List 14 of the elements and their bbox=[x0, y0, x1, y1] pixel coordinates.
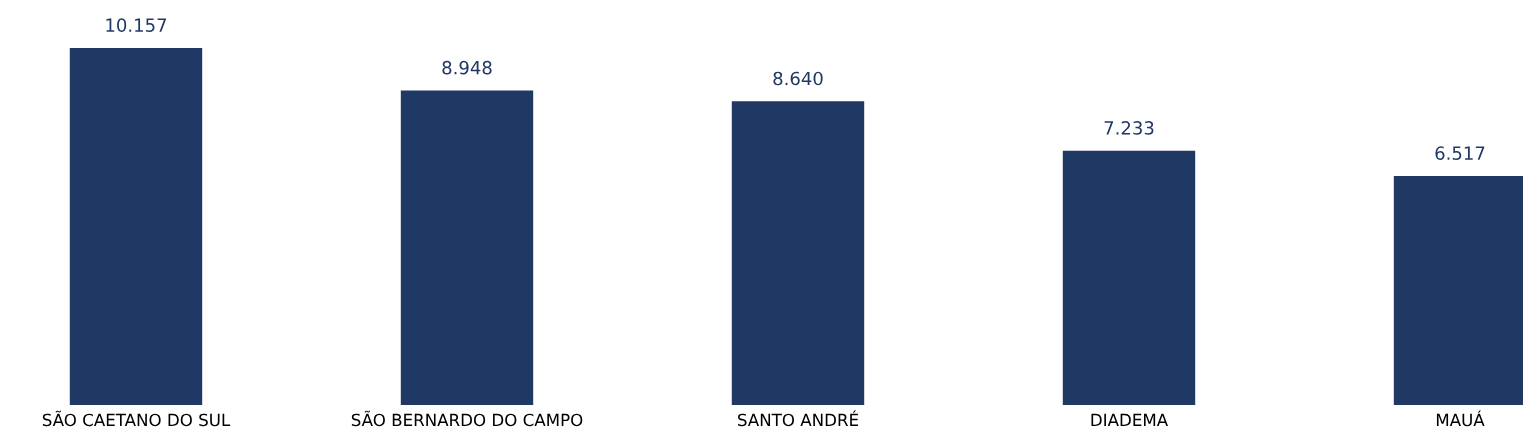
data-label: 6.517 bbox=[1435, 146, 1485, 160]
data-label: 8.948 bbox=[442, 60, 492, 75]
x-tick-label: SÃO CAETANO DO SUL bbox=[42, 410, 231, 427]
data-label: 7.233 bbox=[1104, 121, 1154, 135]
x-tick-label: MAUÁ bbox=[1436, 410, 1485, 427]
x-tick-label: SANTO ANDRÉ bbox=[738, 410, 859, 427]
bar bbox=[400, 90, 534, 405]
data-label: 8.640 bbox=[773, 71, 823, 86]
bar bbox=[1062, 150, 1196, 405]
data-label: 10.157 bbox=[106, 18, 167, 32]
x-tick-label: SÃO BERNARDO DO CAMPO bbox=[351, 410, 583, 427]
bar bbox=[731, 101, 865, 405]
x-tick-label: DIADEMA bbox=[1091, 413, 1169, 426]
bar bbox=[69, 48, 203, 405]
